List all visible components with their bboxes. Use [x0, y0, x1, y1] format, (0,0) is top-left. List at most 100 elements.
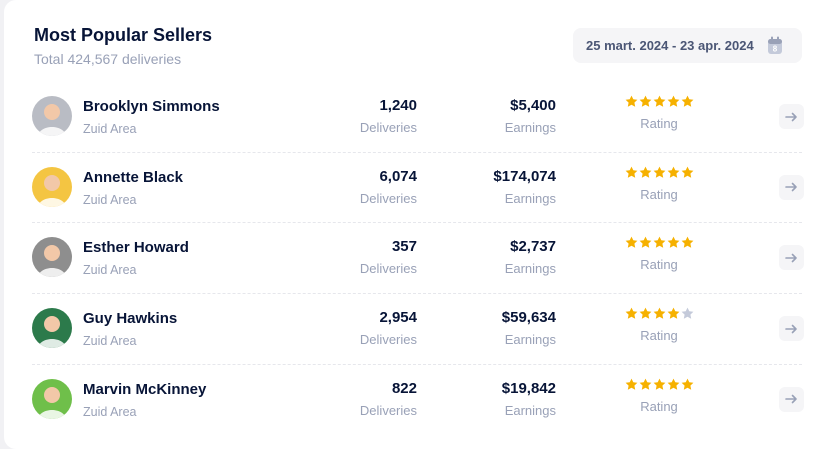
seller-name: Guy Hawkins: [83, 310, 178, 328]
rating-stars: [622, 166, 696, 179]
earnings-metric: $5,400 Earnings: [505, 96, 556, 136]
deliveries-label: Deliveries: [359, 332, 417, 348]
avatar: [32, 378, 72, 419]
view-seller-button[interactable]: [779, 386, 804, 412]
rating-stars: [622, 378, 696, 391]
deliveries-value: 822: [391, 379, 417, 397]
date-range-text: 25 mart. 2024 - 23 apr. 2024: [586, 38, 754, 53]
rating-stars: [622, 307, 696, 320]
seller-row: Guy Hawkins Zuid Area 2,954 Deliveries $…: [32, 294, 804, 365]
earnings-label: Earnings: [504, 332, 556, 348]
seller-row: Brooklyn Simmons Zuid Area 1,240 Deliver…: [32, 82, 804, 153]
seller-name: Esther Howard: [83, 239, 189, 257]
star-filled-icon: [667, 166, 679, 178]
earnings-label: Earnings: [504, 120, 556, 135]
rating: Rating: [622, 166, 696, 202]
deliveries-value: 6,074: [379, 167, 417, 185]
star-filled-icon: [625, 236, 637, 249]
star-empty-icon: [681, 307, 693, 319]
earnings-metric: $174,074 Earnings: [493, 167, 556, 207]
rating-label: Rating: [640, 398, 678, 414]
date-range-picker[interactable]: 25 mart. 2024 - 23 apr. 2024 8: [573, 28, 802, 63]
star-filled-icon: [667, 236, 679, 249]
avatar: [32, 96, 72, 136]
rating: Rating: [622, 307, 696, 343]
seller-row: Marvin McKinney Zuid Area 822 Deliveries…: [32, 365, 804, 436]
rating-stars: [622, 236, 696, 249]
earnings-label: Earnings: [504, 261, 556, 277]
star-filled-icon: [625, 95, 637, 107]
star-filled-icon: [625, 307, 637, 319]
star-filled-icon: [625, 378, 637, 390]
star-filled-icon: [653, 95, 665, 107]
seller-area: Zuid Area: [83, 122, 137, 136]
avatar: [32, 308, 72, 349]
seller-name: Brooklyn Simmons: [83, 98, 220, 115]
star-filled-icon: [667, 307, 679, 319]
deliveries-metric: 357 Deliveries: [360, 237, 417, 277]
rating-stars: [622, 95, 696, 108]
earnings-metric: $19,842 Earnings: [502, 379, 556, 419]
star-filled-icon: [625, 166, 637, 178]
rating: Rating: [622, 236, 696, 272]
seller-area: Zuid Area: [83, 404, 137, 419]
avatar: [32, 166, 72, 207]
star-filled-icon: [639, 236, 651, 249]
seller-area: Zuid Area: [83, 263, 137, 278]
card-header: Most Popular Sellers Total 424,567 deliv…: [34, 24, 212, 68]
star-filled-icon: [681, 95, 693, 107]
view-seller-button[interactable]: [779, 174, 804, 200]
card-title: Most Popular Sellers: [34, 25, 213, 45]
svg-text:8: 8: [773, 45, 778, 54]
rating-label: Rating: [640, 116, 678, 131]
rating: Rating: [622, 95, 696, 131]
earnings-value: $5,400: [510, 97, 556, 114]
star-filled-icon: [667, 378, 679, 390]
deliveries-value: 357: [391, 238, 417, 256]
star-filled-icon: [639, 166, 651, 178]
star-filled-icon: [681, 166, 693, 178]
arrow-right-icon: [785, 182, 797, 192]
deliveries-metric: 1,240 Deliveries: [360, 96, 417, 136]
view-seller-button[interactable]: [779, 245, 804, 271]
view-seller-button[interactable]: [779, 104, 804, 129]
earnings-label: Earnings: [504, 402, 556, 418]
deliveries-label: Deliveries: [359, 261, 417, 277]
arrow-right-icon: [785, 253, 797, 263]
arrow-right-icon: [785, 394, 797, 404]
star-filled-icon: [639, 95, 651, 107]
star-filled-icon: [653, 166, 665, 178]
earnings-metric: $2,737 Earnings: [505, 237, 556, 277]
deliveries-label: Deliveries: [359, 120, 417, 135]
star-filled-icon: [653, 378, 665, 390]
arrow-right-icon: [785, 112, 797, 121]
view-seller-button[interactable]: [779, 316, 804, 342]
deliveries-label: Deliveries: [359, 402, 417, 418]
seller-name: Marvin McKinney: [83, 380, 207, 398]
earnings-value: $174,074: [493, 167, 556, 185]
rating-label: Rating: [640, 186, 678, 202]
earnings-value: $2,737: [510, 238, 556, 256]
seller-area: Zuid Area: [83, 192, 137, 207]
rating: Rating: [622, 378, 696, 414]
calendar-icon: 8: [767, 36, 783, 55]
seller-area: Zuid Area: [83, 334, 137, 349]
popular-sellers-card: Most Popular Sellers Total 424,567 deliv…: [4, 0, 830, 449]
seller-row: Annette Black Zuid Area 6,074 Deliveries…: [32, 153, 804, 224]
arrow-right-icon: [785, 324, 797, 333]
seller-row: Esther Howard Zuid Area 357 Deliveries $…: [32, 223, 804, 295]
deliveries-metric: 822 Deliveries: [360, 379, 417, 419]
deliveries-label: Deliveries: [359, 190, 417, 206]
star-filled-icon: [667, 95, 679, 107]
avatar: [32, 237, 72, 278]
star-filled-icon: [681, 378, 693, 390]
star-filled-icon: [639, 307, 651, 319]
seller-name: Annette Black: [83, 168, 184, 186]
deliveries-value: 1,240: [379, 97, 417, 114]
earnings-value: $19,842: [501, 379, 556, 397]
earnings-label: Earnings: [504, 190, 556, 206]
deliveries-value: 2,954: [379, 309, 417, 327]
deliveries-metric: 6,074 Deliveries: [360, 167, 417, 207]
deliveries-metric: 2,954 Deliveries: [360, 308, 417, 348]
rating-label: Rating: [640, 257, 678, 273]
